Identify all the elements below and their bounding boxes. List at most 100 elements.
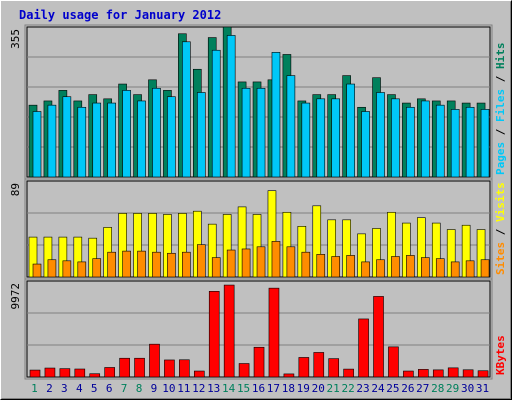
kbytes-bar bbox=[29, 369, 41, 378]
x-tick-label: 21 bbox=[327, 382, 340, 395]
x-tick-label: 25 bbox=[386, 382, 399, 395]
hits-bar-files bbox=[32, 111, 42, 178]
kbytes-bar bbox=[164, 359, 175, 378]
kbytes-bar bbox=[223, 284, 235, 378]
visits-bar-sites bbox=[271, 241, 281, 278]
visits-bar-sites bbox=[465, 260, 475, 278]
visits-bar-sites bbox=[331, 256, 341, 278]
chart-panels: 355 Pages / Files / Hits 89 Sites / Visits 9… bbox=[9, 24, 507, 380]
kbytes-bar bbox=[447, 367, 459, 378]
visits-legend-item: Sites bbox=[494, 242, 507, 275]
x-tick-label: 2 bbox=[46, 382, 53, 395]
hits-legend-item: Files bbox=[494, 89, 507, 122]
visits-bar-sites bbox=[301, 251, 311, 278]
hits-bar-files bbox=[376, 92, 385, 178]
x-tick-label: 12 bbox=[192, 382, 205, 395]
hits-bar-files bbox=[47, 104, 57, 178]
hits-bar-files bbox=[196, 92, 206, 178]
kbytes-legend-item: KBytes bbox=[494, 335, 507, 375]
kbytes-bar bbox=[432, 369, 444, 378]
x-tick-label: 11 bbox=[177, 382, 190, 395]
visits-bar-sites bbox=[376, 259, 385, 278]
kbytes-bar bbox=[373, 296, 384, 378]
visits-bar-sites bbox=[167, 252, 176, 278]
hits-legend-item: Hits bbox=[494, 43, 507, 70]
x-tick-label: 27 bbox=[416, 382, 429, 395]
visits-bar-sites bbox=[137, 250, 146, 278]
x-tick-label: 17 bbox=[267, 382, 280, 395]
hits-bar-files bbox=[256, 87, 266, 178]
x-tick-label: 1 bbox=[31, 382, 38, 395]
x-tick-label: 30 bbox=[461, 382, 474, 395]
x-tick-label: 6 bbox=[106, 382, 113, 395]
kbytes-bar bbox=[403, 370, 414, 378]
x-tick-label: 3 bbox=[61, 382, 68, 395]
hits-bar-files bbox=[122, 90, 131, 178]
visits-bar-sites bbox=[450, 261, 460, 278]
kbytes-ymax-label: 9972 bbox=[9, 283, 22, 310]
visits-bar-sites bbox=[361, 261, 370, 278]
x-tick-label: 18 bbox=[282, 382, 295, 395]
visits-bar-sites bbox=[391, 256, 400, 278]
hits-bar-files bbox=[77, 106, 87, 178]
hits-bar-files bbox=[316, 98, 326, 178]
hits-bar-files bbox=[241, 87, 251, 178]
x-tick-label: 28 bbox=[431, 382, 444, 395]
kbytes-legend: KBytes bbox=[494, 335, 507, 375]
visits-panel: 89 Sites / Visits bbox=[9, 178, 507, 280]
x-axis: 1 2 3 4 5 6 7 8 9 10 11 12 13 14 15 16 17 18 19 20 21 22 23 24 2… bbox=[31, 382, 489, 395]
x-tick-label: 16 bbox=[252, 382, 265, 395]
hits-bar-files bbox=[301, 102, 311, 178]
x-tick-label: 8 bbox=[136, 382, 143, 395]
x-tick-label: 31 bbox=[476, 382, 489, 395]
hits-ymax-label: 355 bbox=[9, 29, 22, 49]
kbytes-bar bbox=[328, 358, 340, 378]
kbytes-bar bbox=[313, 352, 325, 378]
visits-bar-sites bbox=[435, 258, 445, 278]
hits-bar-files bbox=[167, 96, 176, 178]
kbytes-bar bbox=[59, 368, 71, 378]
x-tick-label: 15 bbox=[237, 382, 250, 395]
visits-bar-sites bbox=[152, 251, 161, 278]
x-tick-label: 23 bbox=[356, 382, 369, 395]
kbytes-bar bbox=[238, 363, 250, 378]
hits-bar-files bbox=[450, 109, 460, 178]
kbytes-bar bbox=[179, 359, 190, 378]
hits-bar-files bbox=[406, 106, 415, 178]
x-tick-label: 13 bbox=[207, 382, 220, 395]
hits-bar-files bbox=[421, 100, 430, 178]
hits-bar-files bbox=[226, 35, 236, 178]
x-tick-label: 4 bbox=[76, 382, 83, 395]
x-tick-label: 26 bbox=[401, 382, 414, 395]
kbytes-bar bbox=[44, 367, 56, 378]
x-tick-label: 24 bbox=[371, 382, 385, 395]
visits-legend-item: / bbox=[494, 222, 507, 242]
visits-bar-sites bbox=[122, 250, 131, 278]
x-tick-label: 9 bbox=[151, 382, 158, 395]
hits-legend: Pages / Files / Hits bbox=[494, 43, 507, 176]
hits-bar-files bbox=[211, 49, 221, 178]
x-tick-label: 5 bbox=[91, 382, 98, 395]
kbytes-bar bbox=[268, 287, 280, 378]
hits-bar-files bbox=[62, 96, 72, 178]
hits-bar-files bbox=[435, 104, 445, 178]
visits-bar-sites bbox=[421, 257, 430, 278]
visits-bar-sites bbox=[77, 261, 87, 278]
kbytes-bar bbox=[298, 357, 310, 378]
hits-panel: 355 Pages / Files / Hits bbox=[9, 24, 507, 180]
kbytes-bar bbox=[477, 370, 489, 378]
kbytes-bar bbox=[388, 346, 399, 378]
visits-bar-sites bbox=[226, 249, 236, 278]
visits-legend: Sites / Visits bbox=[494, 182, 507, 275]
visits-bar-sites bbox=[62, 260, 72, 278]
visits-bar-sites bbox=[92, 258, 102, 278]
kbytes-bar bbox=[208, 291, 220, 378]
x-tick-label: 10 bbox=[162, 382, 175, 395]
hits-bar-files bbox=[361, 111, 370, 178]
hits-legend-item: / bbox=[494, 122, 507, 142]
x-tick-label: 22 bbox=[341, 382, 354, 395]
hits-bar-files bbox=[152, 87, 161, 178]
visits-bar-sites bbox=[480, 259, 490, 278]
